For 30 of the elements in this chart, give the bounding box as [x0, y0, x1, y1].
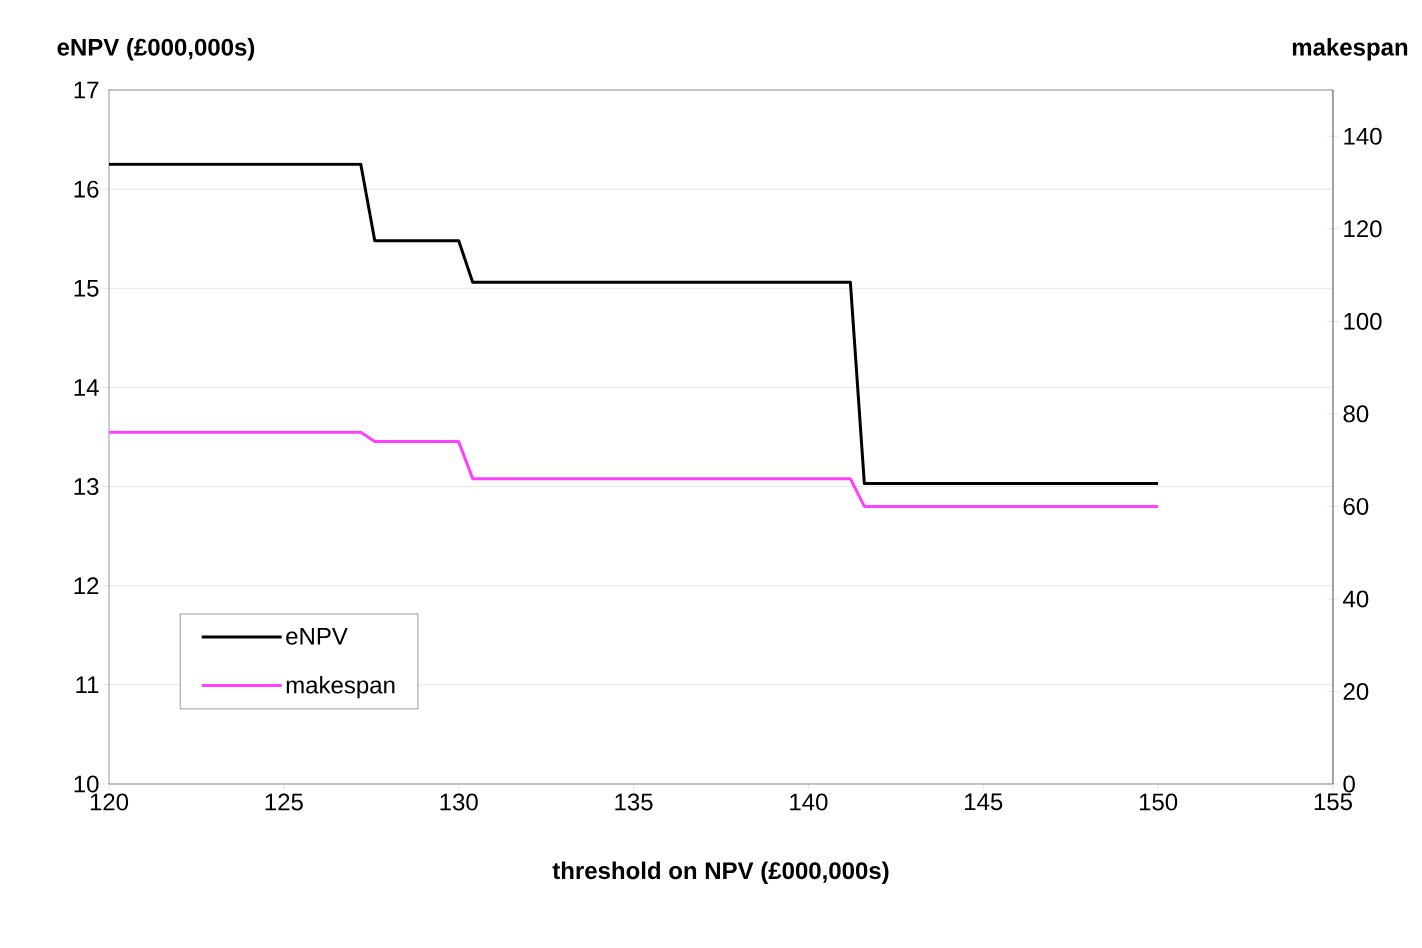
x-tick-label: 155 — [1314, 793, 1352, 811]
x-axis-title: threshold on NPV (£000,000s) — [552, 861, 889, 884]
y2-axis-title: makespan — [1292, 38, 1408, 61]
y-axis-title: eNPV (£000,000s) — [57, 38, 255, 61]
y-tick-label: 16 — [74, 180, 99, 198]
x-tick-label: 145 — [965, 793, 1003, 811]
y-tick-label: 15 — [74, 279, 99, 297]
y2-tick-label: 0 — [1343, 775, 1355, 793]
y-tick-label: 10 — [74, 775, 99, 793]
y-tick-label: 17 — [74, 81, 99, 99]
legend-label: eNPV — [286, 627, 348, 645]
y-tick-label: 13 — [74, 478, 99, 496]
y-tick-label: 14 — [74, 379, 99, 396]
y2-tick-label: 60 — [1343, 497, 1369, 515]
y-tick-label: 11 — [76, 676, 99, 694]
y2-tick-label: 40 — [1343, 590, 1369, 608]
y2-tick-label: 100 — [1344, 312, 1382, 330]
y2-tick-label: 80 — [1343, 405, 1369, 423]
x-tick-label: 140 — [790, 793, 828, 811]
x-tick-label: 130 — [440, 793, 478, 811]
x-tick-label: 150 — [1139, 793, 1178, 811]
y2-tick-label: 140 — [1344, 127, 1382, 145]
y-tick-label: 12 — [74, 577, 99, 595]
line-series — [109, 430, 1160, 508]
x-tick-label: 135 — [615, 793, 653, 811]
legend-label: makespan — [286, 675, 395, 699]
x-tick-label: 125 — [265, 793, 303, 811]
x-tick-label: 120 — [90, 793, 129, 811]
y2-tick-label: 20 — [1343, 682, 1369, 700]
y2-tick-label: 120 — [1344, 220, 1382, 238]
